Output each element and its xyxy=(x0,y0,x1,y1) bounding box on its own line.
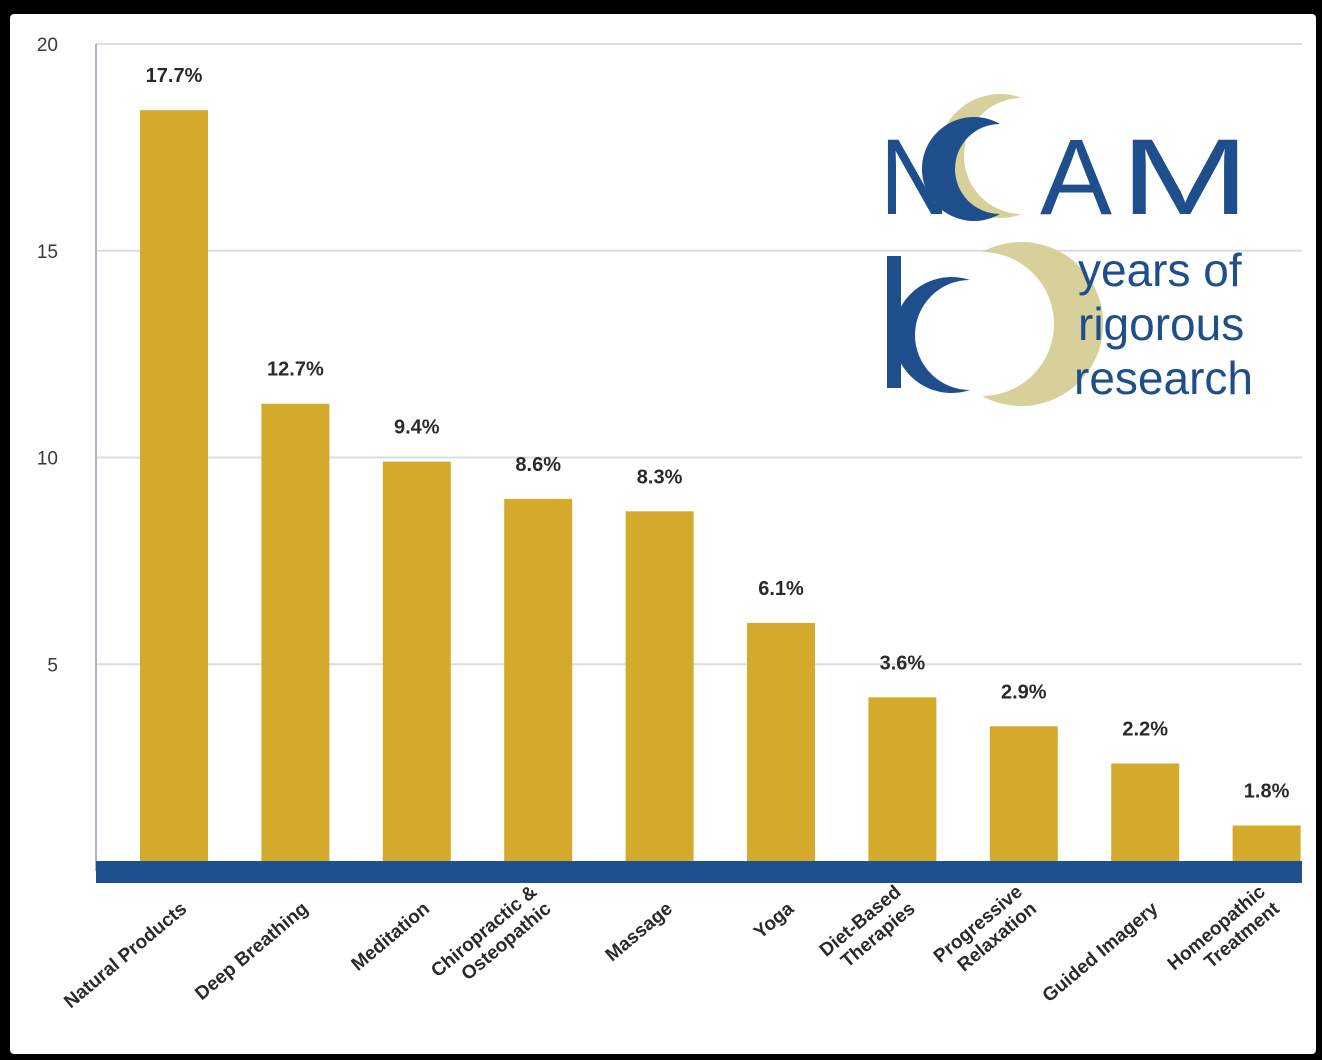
logo-zero-gold xyxy=(982,242,1104,406)
chart-canvas: N A M years of rigorous research 17.7% 12… xyxy=(10,14,1316,1054)
y-tick-label: 20 xyxy=(37,35,58,56)
x-category-label-line: Meditation xyxy=(348,898,434,975)
x-category-label: Yoga xyxy=(750,898,798,943)
bar-value-label: 12.7% xyxy=(267,359,324,381)
x-category-label-line: Deep Breathing xyxy=(191,898,312,1004)
bar-value-label: 17.7% xyxy=(146,65,203,87)
x-category-label-line: Guided Imagery xyxy=(1039,898,1163,1007)
x-category-label: Deep Breathing xyxy=(191,898,312,1004)
x-category-label: Guided Imagery xyxy=(1039,898,1163,1007)
bar-value-label: 2.2% xyxy=(1122,718,1168,740)
bar-value-label: 1.8% xyxy=(1244,781,1290,803)
baseline xyxy=(96,861,1302,883)
bars xyxy=(140,110,1301,871)
nccam-logo: N A M years of rigorous research xyxy=(880,93,1253,406)
x-axis-categories: Natural Products Deep Breathing Meditation… xyxy=(60,881,1284,1013)
bar xyxy=(504,498,573,871)
x-category-label: Massage xyxy=(602,898,677,966)
x-category-label-line: Natural Products xyxy=(60,898,191,1012)
logo-tagline-1: years of xyxy=(1078,244,1242,296)
bar xyxy=(989,726,1058,871)
bar xyxy=(140,110,208,871)
x-category-label-line: Yoga xyxy=(750,898,798,943)
y-tick-label: 15 xyxy=(37,242,58,263)
logo-letter-a: A xyxy=(1040,116,1112,237)
bar-value-label: 8.6% xyxy=(515,454,561,476)
bar-value-label: 8.3% xyxy=(637,466,683,488)
logo-tagline-3: research xyxy=(1074,352,1253,404)
bar xyxy=(747,622,815,871)
bar-value-label: 9.4% xyxy=(394,417,440,439)
x-category-label: Natural Products xyxy=(60,898,191,1012)
logo-crescent-blue xyxy=(921,117,1000,221)
x-category-label: Chiropractic &Osteopathic xyxy=(427,881,555,985)
x-category-label: Meditation xyxy=(348,898,434,975)
bar xyxy=(1111,763,1180,871)
logo-zero-blue xyxy=(893,277,970,394)
y-axis-ticks: 5 10 15 20 xyxy=(37,35,58,676)
bar-value-label: 2.9% xyxy=(1001,681,1047,703)
x-category-label-line: Massage xyxy=(602,898,677,966)
logo-letter-m: M xyxy=(1120,116,1250,237)
y-tick-label: 5 xyxy=(47,655,58,676)
bar xyxy=(382,461,451,871)
bar xyxy=(625,511,694,871)
bar xyxy=(868,697,937,871)
bar-value-label: 6.1% xyxy=(758,578,804,600)
bar-chart: N A M years of rigorous research 17.7% 12… xyxy=(37,35,1302,1013)
y-tick-label: 10 xyxy=(37,449,58,470)
x-axis-baseline xyxy=(96,861,1302,883)
bar xyxy=(261,403,330,871)
data-labels: 17.7% 12.7% 9.4% 8.6% 8.3% 6.1% 3.6% 2.9% 2.2% 1.… xyxy=(146,65,1290,802)
bar-value-label: 3.6% xyxy=(880,652,926,674)
logo-tagline-2: rigorous xyxy=(1078,298,1244,350)
